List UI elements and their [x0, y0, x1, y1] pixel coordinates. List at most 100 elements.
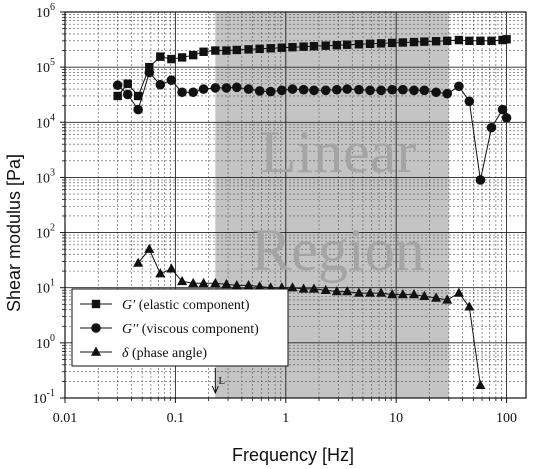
- data-point: [198, 84, 209, 94]
- data-point: [145, 62, 154, 72]
- data-point: [398, 84, 408, 95]
- y-tick-label: 101: [36, 278, 55, 297]
- data-point: [376, 85, 386, 96]
- data-point: [475, 379, 486, 389]
- legend: G′ (elastic component) G′′ (viscous compo…: [71, 288, 289, 367]
- data-point: [277, 43, 286, 52]
- y-tick-label: 10-1: [33, 388, 55, 407]
- data-point: [442, 88, 453, 99]
- data-point: [167, 54, 176, 64]
- data-point: [342, 40, 352, 49]
- data-point: [232, 82, 242, 93]
- data-point: [408, 289, 420, 299]
- data-point: [133, 257, 144, 267]
- legend-entry: G′′ (viscous component): [80, 322, 259, 337]
- data-point: [409, 37, 419, 47]
- data-point: [342, 286, 353, 296]
- legend-label: G′′ (viscous component): [122, 322, 259, 337]
- data-point: [431, 87, 441, 98]
- ticks-layer: 0.01 0.1 1 10 100 10-1 100 101 102 103 104 105 106: [33, 2, 517, 426]
- data-point: [210, 277, 221, 288]
- data-point: [365, 287, 376, 297]
- legend-label: G′ (elastic component): [122, 298, 250, 313]
- data-point: [308, 283, 320, 293]
- data-point: [243, 84, 254, 94]
- data-point: [122, 89, 133, 100]
- data-point: [476, 36, 485, 46]
- data-point: [155, 79, 166, 90]
- data-point: [288, 42, 297, 52]
- data-point: [155, 268, 166, 278]
- data-point: [420, 37, 429, 46]
- plot-frame: [64, 11, 527, 399]
- data-point: [177, 275, 188, 286]
- legend-marker: [91, 299, 101, 309]
- legend-marker: [90, 346, 102, 356]
- region-label-line: Linear: [260, 119, 417, 185]
- data-point: [419, 85, 430, 96]
- data-point: [398, 38, 408, 47]
- data-point: [221, 278, 232, 289]
- data-point: [254, 281, 265, 291]
- y-axis-label: Shear modulus [Pa]: [4, 154, 24, 312]
- legend-entry: δ (phase angle): [80, 346, 207, 361]
- data-point: [376, 39, 386, 48]
- data-point: [387, 289, 398, 299]
- data-point: [189, 50, 198, 60]
- data-point: [133, 91, 143, 101]
- data-point: [276, 85, 287, 96]
- y-tick-label: 106: [36, 2, 55, 21]
- region-label-layer: Linear Region L: [211, 119, 425, 395]
- data-point: [320, 284, 331, 294]
- data-point: [133, 104, 143, 115]
- series-square: [113, 35, 511, 101]
- data-point: [231, 279, 242, 290]
- data-point: [166, 263, 177, 273]
- legend-entry: G′ (elastic component): [80, 298, 250, 313]
- data-point: [298, 283, 309, 293]
- data-point: [309, 85, 319, 96]
- data-point: [387, 84, 397, 95]
- x-tick-label: 0.1: [167, 411, 185, 426]
- data-point: [486, 122, 497, 133]
- data-point: [365, 85, 375, 96]
- data-point: [255, 44, 264, 54]
- x-tick-label: 1: [282, 411, 289, 426]
- data-point: [332, 84, 342, 95]
- data-point: [222, 46, 231, 55]
- x-tick-label: 0.01: [53, 411, 78, 426]
- data-point: [287, 282, 298, 292]
- data-point: [431, 37, 441, 46]
- data-point: [144, 67, 155, 78]
- x-tick-label: 100: [496, 411, 517, 426]
- y-tick-label: 105: [36, 57, 55, 76]
- data-point: [453, 287, 464, 297]
- data-point: [198, 277, 209, 288]
- data-point: [454, 81, 464, 92]
- legend-marker: [91, 323, 101, 333]
- data-point: [376, 287, 387, 297]
- series-circle: [112, 67, 512, 185]
- data-point: [298, 84, 309, 95]
- data-point: [443, 36, 452, 46]
- data-point: [265, 86, 276, 97]
- x-axis-label: Frequency [Hz]: [232, 445, 354, 465]
- data-point: [353, 287, 364, 297]
- data-point: [365, 39, 375, 49]
- data-point: [254, 86, 265, 96]
- data-point: [156, 52, 165, 61]
- data-point: [342, 84, 352, 94]
- data-point: [210, 83, 221, 93]
- data-point: [387, 38, 397, 48]
- data-point: [331, 286, 342, 296]
- data-point: [199, 47, 208, 56]
- data-point: [397, 289, 408, 299]
- data-point: [188, 277, 199, 288]
- data-point: [211, 46, 220, 55]
- y-tick-label: 102: [36, 223, 55, 242]
- data-point: [112, 80, 123, 91]
- data-point: [465, 36, 474, 46]
- data-point: [454, 35, 464, 45]
- data-point: [113, 91, 122, 101]
